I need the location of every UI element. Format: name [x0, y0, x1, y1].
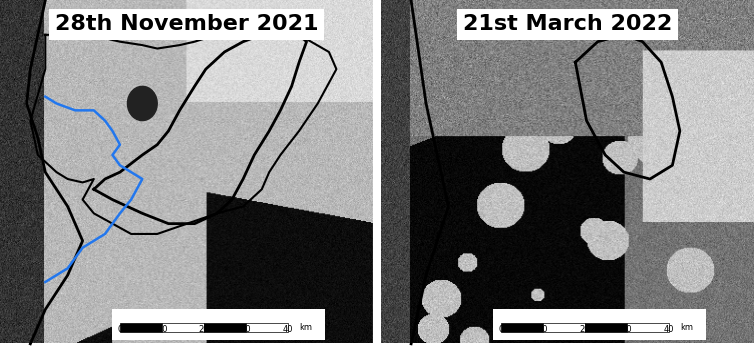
Bar [493, 309, 706, 340]
Text: 20: 20 [198, 325, 209, 334]
Bar [246, 323, 288, 332]
Polygon shape [127, 86, 158, 121]
Bar [501, 323, 543, 332]
Text: 30: 30 [621, 325, 632, 334]
Text: 30: 30 [241, 325, 251, 334]
Bar [120, 323, 162, 332]
Text: 28th November 2021: 28th November 2021 [55, 14, 318, 34]
Text: 21st March 2022: 21st March 2022 [463, 14, 672, 34]
Text: 0: 0 [498, 325, 504, 334]
Bar [584, 323, 627, 332]
Text: km: km [680, 323, 693, 332]
Text: 10: 10 [538, 325, 548, 334]
Text: km: km [299, 323, 312, 332]
Bar [162, 323, 204, 332]
Bar [627, 323, 669, 332]
Text: 0: 0 [118, 325, 123, 334]
Text: 40: 40 [664, 325, 674, 334]
Bar [204, 323, 246, 332]
Bar [112, 309, 325, 340]
Bar [543, 323, 584, 332]
Text: 20: 20 [579, 325, 590, 334]
Text: 40: 40 [283, 325, 293, 334]
Text: 10: 10 [157, 325, 167, 334]
